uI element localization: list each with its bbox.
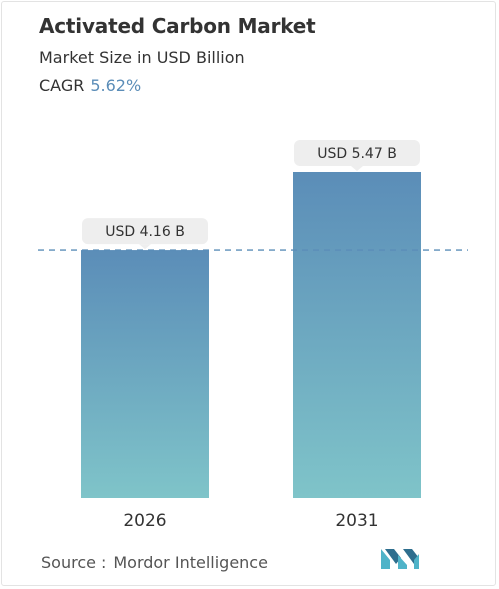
cagr-label: CAGR [39, 76, 85, 95]
source-separator: : [100, 553, 107, 572]
cagr-line: CAGR 5.62% [39, 76, 141, 95]
source-name: Mordor Intelligence [113, 553, 268, 572]
data-label-pointer-2031 [351, 166, 363, 171]
chart-title: Activated Carbon Market [39, 14, 316, 38]
data-label-bg-2026 [82, 218, 208, 245]
x-tick-label-2026: 2026 [123, 511, 166, 531]
bar-2026 [81, 250, 209, 498]
data-label-2026: USD 4.16 B [105, 224, 185, 240]
chart-subtitle: Market Size in USD Billion [39, 48, 245, 67]
cagr-value: 5.62% [90, 76, 142, 95]
source-line: Source: Mordor Intelligence [41, 553, 268, 572]
bar-2031 [293, 172, 421, 498]
x-tick-label-2031: 2031 [335, 511, 378, 531]
mordor-intelligence-logo-icon [381, 549, 419, 569]
data-label-2031: USD 5.47 B [317, 146, 397, 162]
data-label-bg-2031 [294, 140, 420, 166]
source-label: Source [41, 553, 96, 572]
data-label-pointer-2026 [139, 244, 151, 250]
